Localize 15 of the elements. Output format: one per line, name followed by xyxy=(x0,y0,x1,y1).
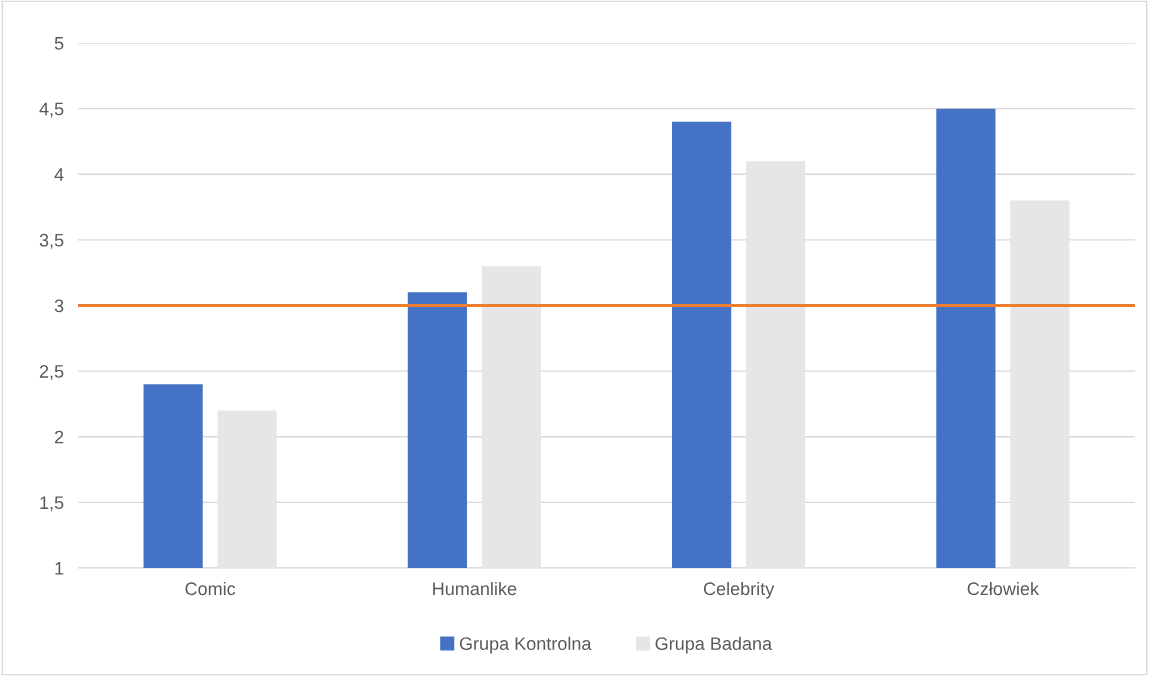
legend-label: Grupa Kontrolna xyxy=(459,636,592,654)
y-tick-label: 3,5 xyxy=(39,233,64,249)
x-tick-label: Humanlike xyxy=(433,581,517,596)
y-tick-label: 1 xyxy=(55,562,64,575)
y-tick-label: 4,5 xyxy=(39,102,64,118)
y-tick-label: 2,5 xyxy=(39,365,64,380)
y-tick-label: 5 xyxy=(54,37,64,50)
legend-label: Grupa Badana xyxy=(655,636,773,654)
y-tick-label: 1,5 xyxy=(40,496,64,512)
x-tick-label: Comic xyxy=(185,581,236,596)
x-tick-label: Człowiek xyxy=(967,581,1040,596)
y-tick-label: 4 xyxy=(54,168,64,181)
y-tick-label: 2 xyxy=(54,430,64,444)
y-tick-label: 3 xyxy=(54,299,64,313)
x-tick-label: Celebrity xyxy=(703,581,775,599)
